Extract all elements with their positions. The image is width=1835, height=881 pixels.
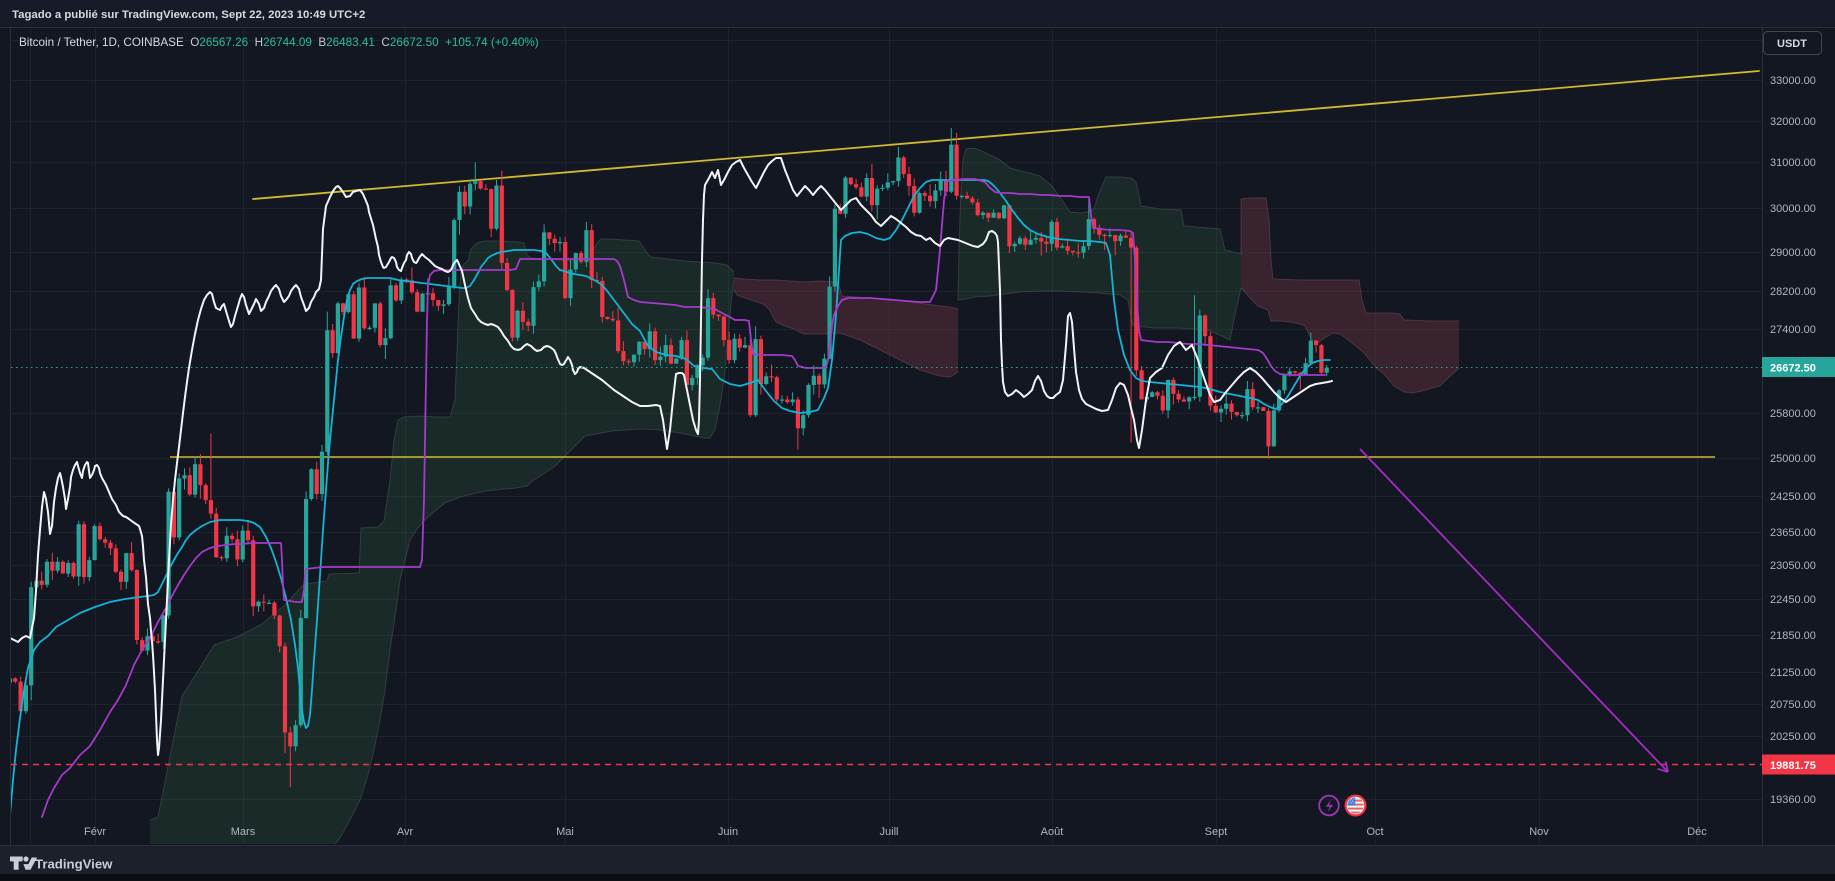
svg-text:20750.00: 20750.00 [1770, 699, 1816, 711]
svg-text:30000.00: 30000.00 [1770, 203, 1816, 215]
svg-text:25000.00: 25000.00 [1770, 453, 1816, 465]
svg-text:Mai: Mai [556, 826, 574, 838]
svg-text:Oct: Oct [1366, 826, 1383, 838]
svg-text:TradingView: TradingView [35, 857, 113, 872]
svg-text:21850.00: 21850.00 [1770, 630, 1816, 642]
svg-text:Août: Août [1041, 826, 1064, 838]
svg-text:Tagado a publié sur TradingVie: Tagado a publié sur TradingView.com, Sep… [12, 9, 365, 21]
svg-text:Déc: Déc [1687, 826, 1707, 838]
svg-text:Nov: Nov [1529, 826, 1549, 838]
svg-text:22450.00: 22450.00 [1770, 594, 1816, 606]
svg-text:Févr: Févr [84, 826, 106, 838]
svg-text:23650.00: 23650.00 [1770, 527, 1816, 539]
svg-text:31000.00: 31000.00 [1770, 157, 1816, 169]
svg-text:24250.00: 24250.00 [1770, 491, 1816, 503]
svg-text:23050.00: 23050.00 [1770, 560, 1816, 572]
svg-text:19360.00: 19360.00 [1770, 794, 1816, 806]
svg-text:Bitcoin / Tether, 1D, COINBASE: Bitcoin / Tether, 1D, COINBASE O26567.26… [19, 36, 539, 49]
svg-text:Juill: Juill [880, 826, 899, 838]
svg-text:27400.00: 27400.00 [1770, 324, 1816, 336]
svg-text:19881.75: 19881.75 [1770, 760, 1816, 772]
svg-text:Avr: Avr [397, 826, 414, 838]
svg-text:USDT: USDT [1777, 38, 1807, 50]
svg-text:Juin: Juin [718, 826, 738, 838]
svg-text:21250.00: 21250.00 [1770, 667, 1816, 679]
svg-text:28200.00: 28200.00 [1770, 286, 1816, 298]
svg-text:26672.50: 26672.50 [1770, 363, 1816, 375]
svg-text:25800.00: 25800.00 [1770, 408, 1816, 420]
svg-text:20250.00: 20250.00 [1770, 731, 1816, 743]
svg-text:32000.00: 32000.00 [1770, 116, 1816, 128]
svg-text:29000.00: 29000.00 [1770, 247, 1816, 259]
svg-text:Sept: Sept [1205, 826, 1228, 838]
svg-text:33000.00: 33000.00 [1770, 75, 1816, 87]
svg-text:Mars: Mars [231, 826, 256, 838]
